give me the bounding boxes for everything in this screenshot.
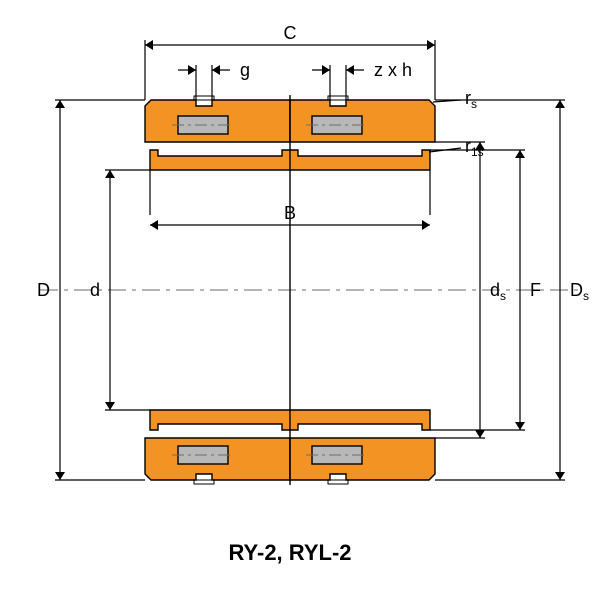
svg-text:z x h: z x h: [374, 60, 412, 80]
svg-text:ds: ds: [490, 280, 506, 303]
svg-text:B: B: [284, 203, 296, 223]
svg-text:Ds: Ds: [570, 280, 589, 303]
svg-text:C: C: [284, 23, 297, 43]
diagram-title: RY-2, RYL-2: [228, 540, 351, 565]
svg-text:F: F: [530, 280, 541, 300]
svg-text:g: g: [240, 60, 250, 80]
svg-text:d: d: [90, 280, 100, 300]
svg-text:r1s: r1s: [465, 136, 484, 159]
svg-text:rs: rs: [465, 88, 477, 111]
svg-text:D: D: [37, 280, 50, 300]
